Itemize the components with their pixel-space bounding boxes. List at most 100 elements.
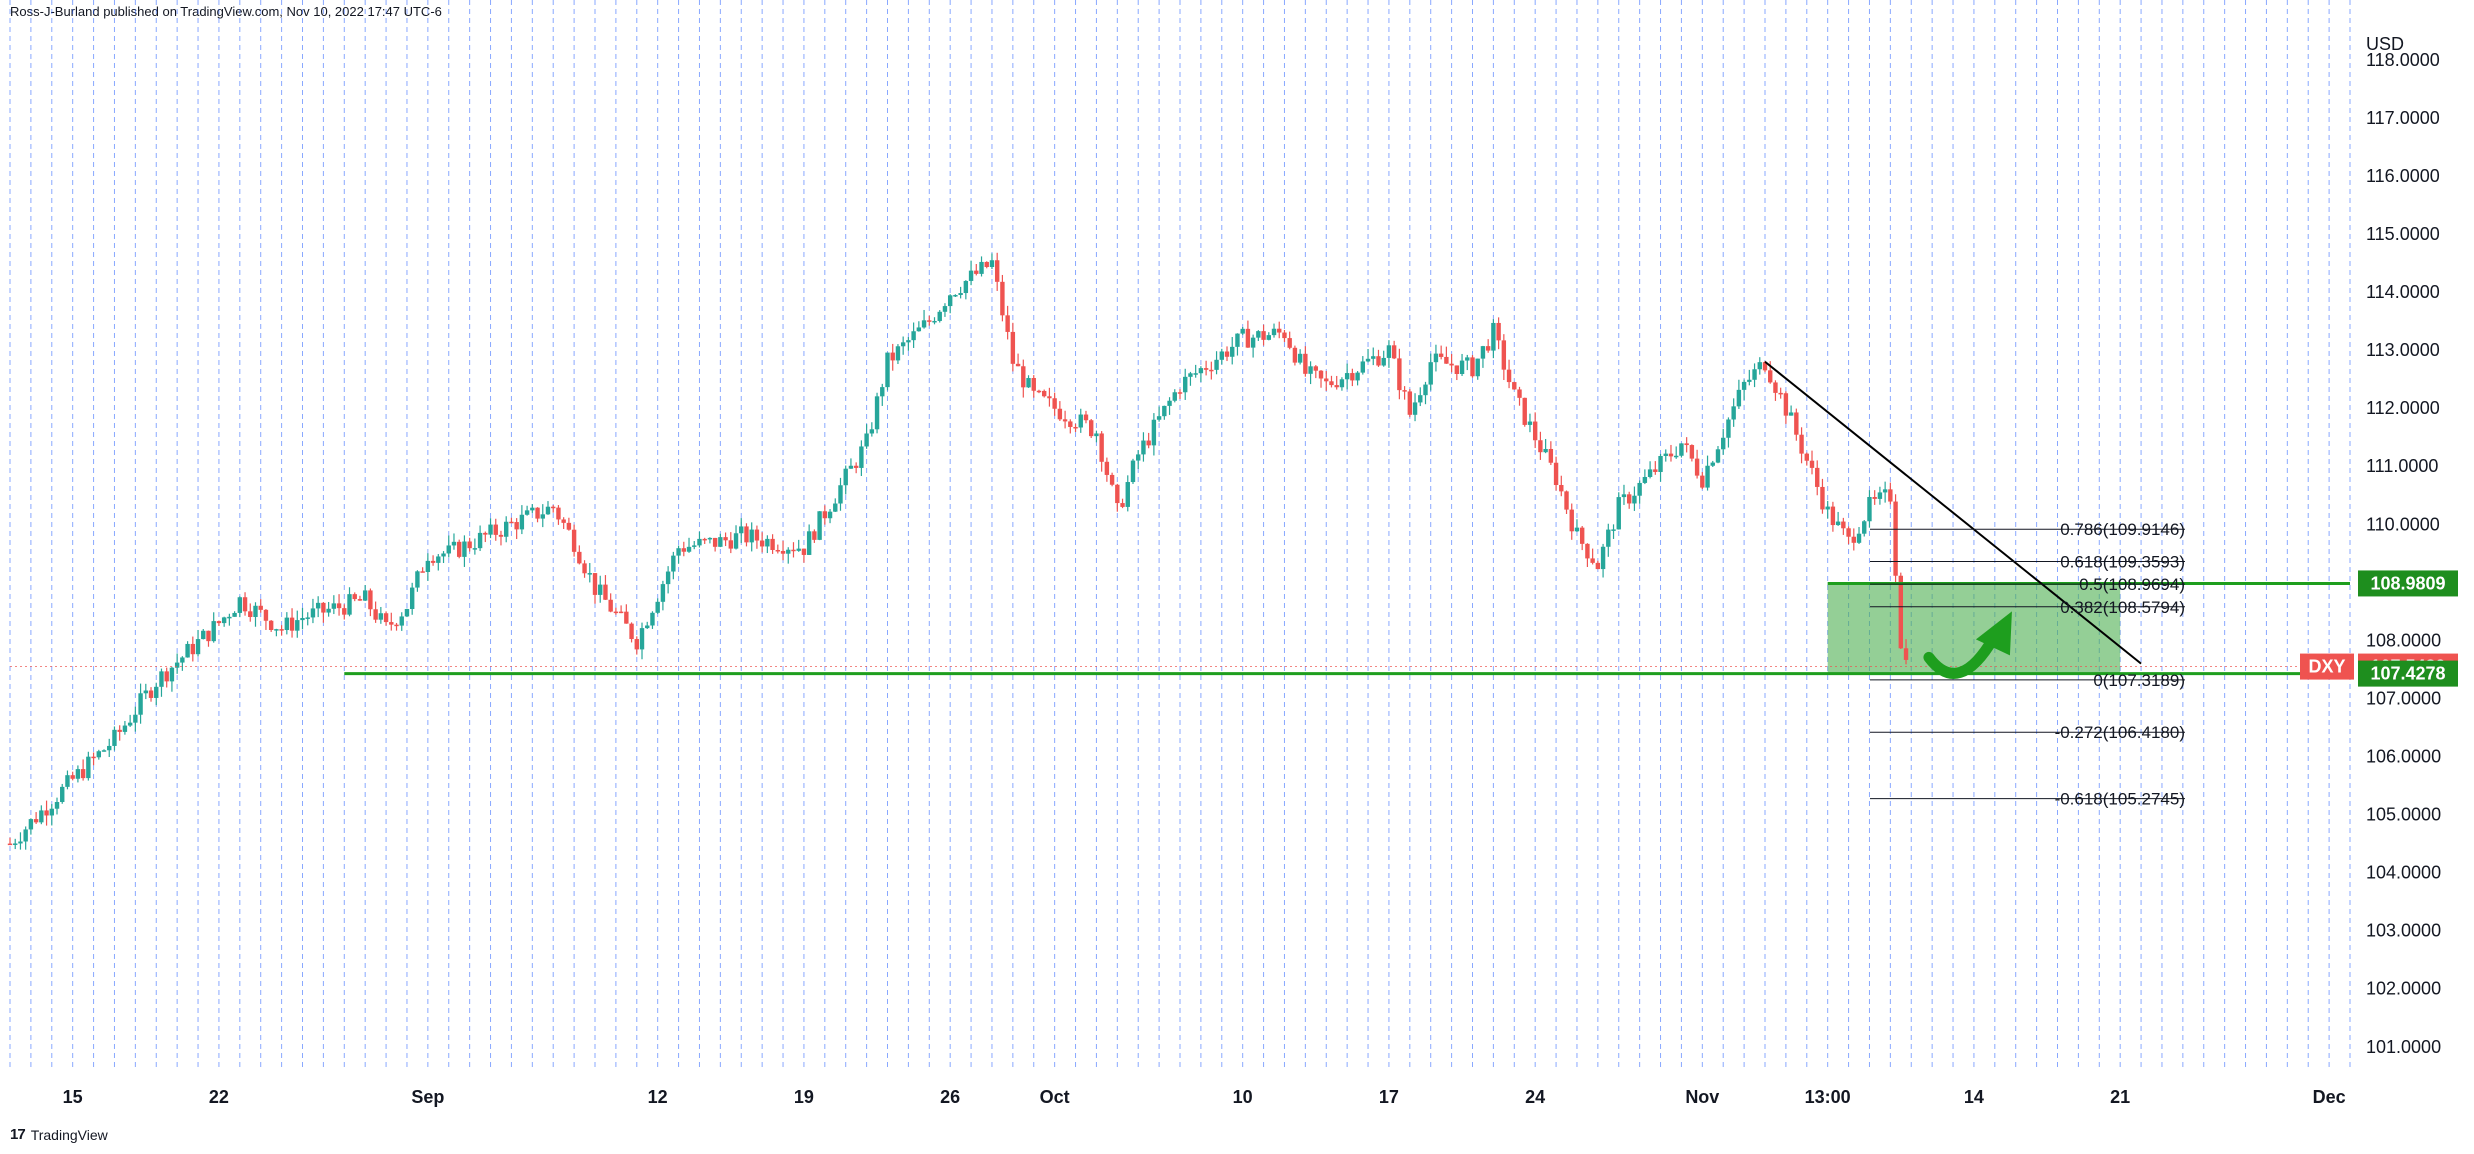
candle-body xyxy=(1308,366,1313,374)
candle-body xyxy=(1078,414,1083,428)
x-axis: 15 22 Sep 12 19 26 Oct 10 17 24 Nov 13:00 14 21 Dec xyxy=(63,1087,2346,1107)
y-tick-label: 113.0000 xyxy=(2366,340,2440,360)
candle-body xyxy=(1329,381,1334,386)
candle-body xyxy=(1021,366,1026,388)
candle-body xyxy=(1595,562,1601,570)
candle-body xyxy=(1177,392,1183,394)
candle-body xyxy=(54,802,60,809)
candle-body xyxy=(1459,360,1465,374)
candle-body xyxy=(1893,501,1898,576)
candle-body xyxy=(1120,503,1125,507)
candle-body xyxy=(1898,575,1904,649)
candle-body xyxy=(686,546,692,552)
y-tick-label: 104.0000 xyxy=(2366,863,2441,883)
candle-body xyxy=(749,529,754,543)
candle-body xyxy=(1397,358,1402,391)
fib-label: 0(107.3189) xyxy=(2093,671,2185,690)
resistance-tag: 108.9809 xyxy=(2370,573,2445,593)
candle-body xyxy=(154,686,159,698)
candle-body xyxy=(712,537,718,547)
candle-body xyxy=(530,507,535,511)
candle-body xyxy=(1454,365,1460,374)
candle-body xyxy=(295,620,300,631)
candle-body xyxy=(1089,420,1094,437)
candle-body xyxy=(791,549,796,552)
candle-body xyxy=(880,387,885,397)
candle-body xyxy=(1851,536,1856,543)
candle-body xyxy=(1647,469,1653,477)
fib-label: -0.272(106.4180) xyxy=(2055,723,2185,742)
candle-body xyxy=(253,605,258,617)
candle-body xyxy=(1564,491,1569,510)
candle-body xyxy=(1815,467,1820,487)
candle-body xyxy=(248,611,253,617)
candle-body xyxy=(754,529,760,541)
candle-body xyxy=(430,560,436,563)
x-tick-label: 17 xyxy=(1379,1087,1399,1107)
candle-body xyxy=(201,630,206,640)
candle-body xyxy=(138,693,143,715)
candle-body xyxy=(1585,543,1590,559)
candle-body xyxy=(853,465,859,468)
candle-body xyxy=(1371,356,1376,359)
candle-body xyxy=(1365,358,1371,362)
candle-body xyxy=(942,306,948,312)
candle-body xyxy=(1757,362,1762,370)
candle-body xyxy=(1162,405,1167,417)
candle-body xyxy=(556,507,561,520)
candle-body xyxy=(133,714,138,723)
candle-body xyxy=(1674,455,1679,458)
tradingview-logo: 17 TradingView xyxy=(10,1126,108,1143)
candle-body xyxy=(1783,393,1789,416)
candle-body xyxy=(1606,529,1611,547)
candle-body xyxy=(1882,489,1888,493)
candle-body xyxy=(1261,331,1266,340)
candle-body xyxy=(1496,322,1501,341)
candle-body xyxy=(1579,527,1585,544)
candle-body xyxy=(535,507,540,519)
candle-body xyxy=(1219,351,1224,360)
candle-body xyxy=(1324,378,1329,382)
candle-body xyxy=(911,331,916,341)
candle-body xyxy=(415,571,420,588)
candle-body xyxy=(1099,433,1104,462)
candle-body xyxy=(733,533,739,549)
candle-body xyxy=(869,429,875,434)
candle-body xyxy=(352,594,357,600)
candle-body xyxy=(634,639,639,650)
candle-body xyxy=(603,584,608,600)
candle-body xyxy=(676,548,681,556)
candle-body xyxy=(937,311,942,321)
candle-body xyxy=(75,769,81,779)
candle-body xyxy=(953,294,958,297)
candle-body xyxy=(1491,322,1496,351)
candle-body xyxy=(1726,419,1731,438)
candle-body xyxy=(1125,482,1130,507)
candle-body xyxy=(660,584,666,602)
candle-body xyxy=(289,617,295,631)
y-tick-label: 117.0000 xyxy=(2366,108,2440,128)
symbol-tag-bg xyxy=(2300,653,2354,680)
candle-body xyxy=(300,618,305,621)
candle-body xyxy=(1475,358,1480,377)
x-tick-label: 10 xyxy=(1233,1087,1253,1107)
candle-body xyxy=(13,843,18,845)
candle-body xyxy=(117,729,122,732)
candle-body xyxy=(409,587,415,609)
candle-body xyxy=(1710,462,1715,466)
candle-body xyxy=(347,594,352,615)
candle-body xyxy=(1538,440,1543,453)
x-tick-label: 21 xyxy=(2110,1087,2130,1107)
candle-body xyxy=(472,548,478,550)
candle-body xyxy=(587,573,592,575)
candle-body xyxy=(342,608,347,615)
candle-body xyxy=(258,605,263,610)
candle-body xyxy=(984,261,989,268)
y-tick-label: 116.0000 xyxy=(2366,166,2440,186)
candle-body xyxy=(1005,315,1010,332)
candle-body xyxy=(1209,369,1214,372)
candle-body xyxy=(1527,421,1533,425)
resistance-tag-bg xyxy=(2358,570,2458,597)
